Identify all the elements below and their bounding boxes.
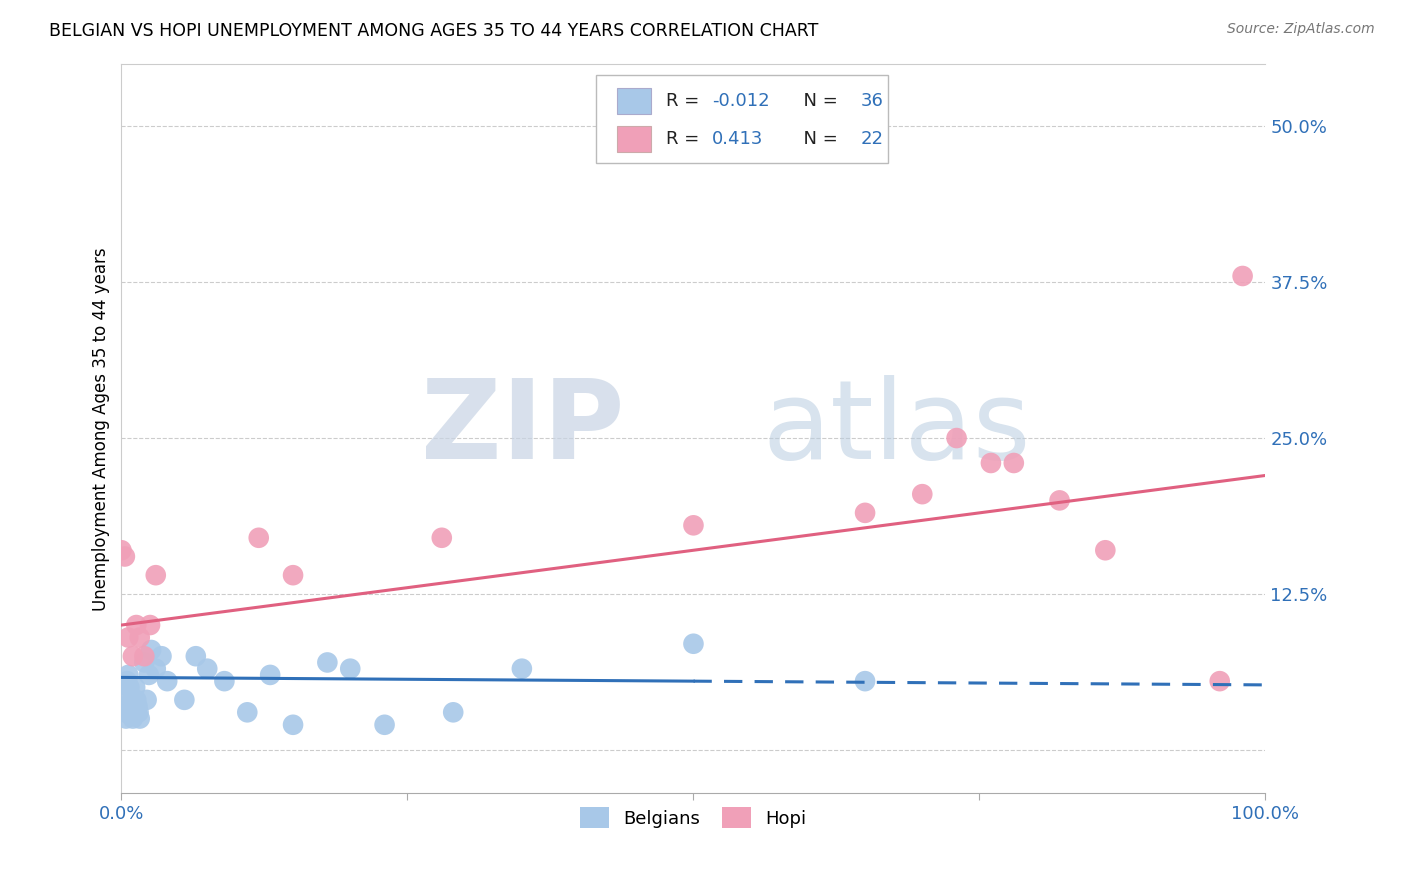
Text: 22: 22: [860, 130, 883, 148]
Point: [510, 662, 533, 676]
Point: [1094, 543, 1116, 558]
Point: [430, 531, 453, 545]
Point: [125, 693, 148, 707]
Point: [120, 699, 142, 714]
Point: [1049, 493, 1071, 508]
Point: [339, 662, 361, 676]
Text: Source: ZipAtlas.com: Source: ZipAtlas.com: [1227, 22, 1375, 37]
Point: [128, 712, 150, 726]
Point: [122, 649, 145, 664]
Point: [156, 674, 179, 689]
Point: [682, 637, 704, 651]
Point: [114, 549, 136, 564]
Point: [112, 687, 135, 701]
Point: [236, 706, 259, 720]
Text: N =: N =: [792, 130, 844, 148]
Point: [135, 693, 157, 707]
Text: -0.012: -0.012: [711, 92, 769, 111]
Point: [138, 668, 160, 682]
Point: [945, 431, 967, 445]
Point: [115, 674, 138, 689]
Text: BELGIAN VS HOPI UNEMPLOYMENT AMONG AGES 35 TO 44 YEARS CORRELATION CHART: BELGIAN VS HOPI UNEMPLOYMENT AMONG AGES …: [49, 22, 818, 40]
Y-axis label: Unemployment Among Ages 35 to 44 years: Unemployment Among Ages 35 to 44 years: [93, 247, 110, 610]
Point: [195, 662, 218, 676]
Point: [122, 706, 145, 720]
Bar: [617, 88, 651, 114]
Point: [139, 618, 162, 632]
Point: [145, 568, 167, 582]
Point: [1232, 268, 1254, 283]
Text: R =: R =: [666, 130, 711, 148]
Point: [114, 706, 136, 720]
Point: [374, 718, 396, 732]
Point: [1002, 456, 1025, 470]
Point: [173, 693, 195, 707]
Point: [980, 456, 1002, 470]
Point: [682, 518, 704, 533]
Point: [122, 712, 145, 726]
Point: [115, 712, 138, 726]
Point: [441, 706, 464, 720]
Point: [141, 643, 163, 657]
Point: [124, 681, 146, 695]
Point: [853, 506, 876, 520]
Point: [117, 668, 139, 682]
Point: [118, 681, 141, 695]
Point: [247, 531, 270, 545]
Point: [117, 631, 139, 645]
Point: [150, 649, 173, 664]
Point: [911, 487, 934, 501]
Text: N =: N =: [792, 92, 844, 111]
Point: [259, 668, 281, 682]
Point: [281, 718, 304, 732]
Point: [125, 618, 148, 632]
Legend: Belgians, Hopi: Belgians, Hopi: [574, 800, 814, 836]
Text: 36: 36: [860, 92, 883, 111]
Text: ZIP: ZIP: [422, 376, 624, 483]
Point: [145, 662, 167, 676]
Text: atlas: atlas: [762, 376, 1031, 483]
Point: [128, 631, 150, 645]
Point: [127, 699, 149, 714]
Bar: [596, 75, 889, 162]
Point: [214, 674, 236, 689]
Bar: [617, 126, 651, 152]
Text: 0.413: 0.413: [711, 130, 763, 148]
Point: [1209, 674, 1232, 689]
Point: [134, 649, 156, 664]
Point: [184, 649, 207, 664]
Point: [853, 674, 876, 689]
Point: [128, 706, 150, 720]
Point: [316, 656, 339, 670]
Point: [281, 568, 304, 582]
Text: R =: R =: [666, 92, 704, 111]
Point: [121, 693, 143, 707]
Point: [110, 543, 132, 558]
Point: [134, 656, 156, 670]
